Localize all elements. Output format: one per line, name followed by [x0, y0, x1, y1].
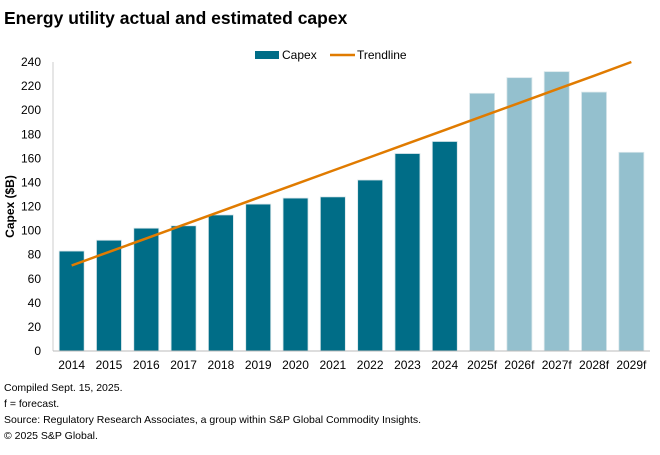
footnote-forecast: f = forecast. — [4, 398, 60, 410]
x-tick-label: 2029f — [616, 358, 647, 372]
capex-bar — [543, 71, 570, 352]
footnote-copyright: © 2025 S&P Global. — [4, 430, 98, 442]
x-tick-label: 2014 — [58, 358, 85, 372]
capex-bar — [469, 92, 495, 352]
capex-bar — [506, 77, 533, 352]
capex-bar — [133, 227, 160, 352]
y-tick-label: 240 — [21, 55, 41, 69]
footnote-source: Source: Regulatory Research Associates, … — [4, 414, 422, 426]
x-tick-label: 2022 — [357, 358, 384, 372]
x-tick-label: 2016 — [133, 358, 160, 372]
capex-bar — [319, 196, 346, 352]
y-tick-label: 0 — [34, 344, 41, 358]
legend-trendline-label: Trendline — [357, 48, 407, 62]
chart-title: Energy utility actual and estimated cape… — [4, 8, 348, 28]
x-tick-label: 2019 — [245, 358, 272, 372]
legend-capex-label: Capex — [282, 48, 317, 62]
y-tick-label: 160 — [21, 151, 41, 165]
x-tick-label: 2025f — [467, 358, 498, 372]
x-tick-label: 2015 — [96, 358, 123, 372]
y-tick-label: 20 — [28, 320, 42, 334]
capex-bar — [618, 151, 645, 352]
y-tick-label: 100 — [21, 224, 41, 238]
footnote-compiled: Compiled Sept. 15, 2025. — [4, 382, 123, 394]
capex-bar — [394, 153, 421, 352]
x-tick-label: 2021 — [319, 358, 346, 372]
y-tick-label: 120 — [21, 200, 41, 214]
capex-bar — [245, 203, 272, 352]
capex-bar — [431, 141, 458, 352]
capex-bar — [282, 197, 309, 352]
y-tick-label: 200 — [21, 103, 41, 117]
y-tick-label: 180 — [21, 127, 41, 141]
capex-bar — [208, 214, 234, 352]
y-axis-label: Capex ($B) — [3, 175, 17, 238]
x-tick-label: 2028f — [579, 358, 610, 372]
y-tick-label: 140 — [21, 175, 41, 189]
x-tick-label: 2024 — [431, 358, 458, 372]
x-tick-label: 2018 — [208, 358, 235, 372]
capex-bar — [96, 239, 122, 352]
x-tick-label: 2023 — [394, 358, 421, 372]
legend-capex-swatch — [255, 51, 279, 59]
y-tick-label: 60 — [28, 272, 42, 286]
trendline — [71, 60, 632, 267]
x-tick-label: 2017 — [170, 358, 197, 372]
x-tick-label: 2020 — [282, 358, 309, 372]
y-tick-label: 40 — [28, 296, 42, 310]
capex-bar — [58, 250, 85, 352]
capex-bar — [170, 225, 197, 352]
capex-bar — [581, 91, 607, 352]
y-tick-label: 80 — [28, 248, 42, 262]
y-tick-label: 220 — [21, 79, 41, 93]
x-tick-label: 2027f — [542, 358, 573, 372]
x-tick-label: 2026f — [504, 358, 535, 372]
capex-bar — [357, 179, 384, 352]
